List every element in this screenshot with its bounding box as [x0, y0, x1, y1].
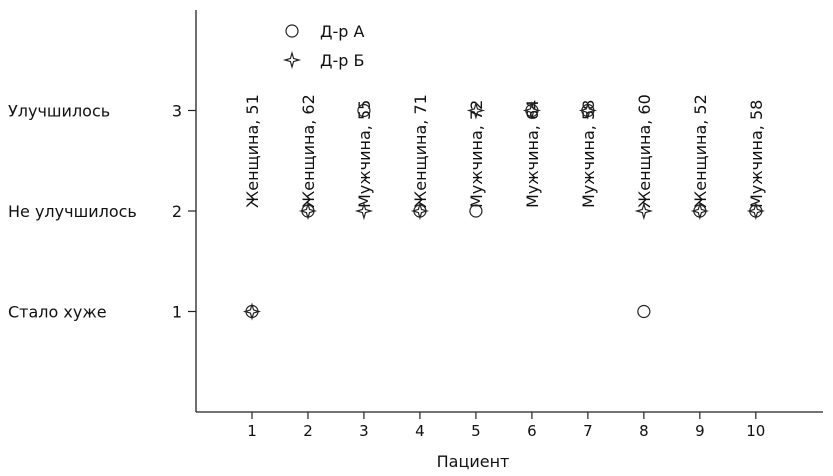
point-circle-marker — [469, 204, 483, 218]
x-ticks: 1 2 3 4 5 6 7 8 9 10 — [247, 412, 765, 440]
point-star-marker — [578, 101, 598, 120]
y-tick-label: 1 — [172, 303, 182, 322]
x-tick-label: 2 — [303, 422, 313, 440]
legend-item: Д-р Б — [282, 50, 365, 70]
x-axis-label: Пациент — [437, 452, 510, 471]
x-tick-label: 10 — [746, 422, 765, 440]
y-tick-label: 3 — [172, 102, 182, 121]
point-star-marker — [298, 201, 318, 221]
patient-labels: Женщина, 51 Женщина, 62 Мужчина, 55 Женщина… — [243, 94, 766, 208]
data-markers — [242, 101, 765, 321]
point-star-marker — [354, 201, 374, 221]
patient-label: Мужчина, 72 — [467, 100, 486, 208]
x-tick-label: 4 — [415, 422, 425, 440]
point-star-marker — [466, 101, 486, 120]
legend-label: Д-р Б — [320, 51, 365, 70]
patient-label: Женщина, 52 — [691, 94, 710, 208]
patient-label: Женщина, 51 — [243, 94, 262, 208]
legend-item: Д-р А — [285, 22, 365, 41]
patient-label: Женщина, 62 — [299, 94, 318, 208]
legend-star-marker — [282, 50, 302, 70]
x-tick-label: 8 — [639, 422, 649, 440]
point-circle-marker — [357, 103, 371, 118]
y-ticks: 1 Стало хуже 2 Не улучшилось 3 Улучшилось — [8, 102, 196, 322]
x-tick-label: 7 — [583, 422, 593, 440]
x-tick-label: 5 — [471, 422, 481, 440]
x-tick-label: 1 — [247, 422, 257, 440]
x-tick-label: 3 — [359, 422, 369, 440]
point-star-marker — [410, 201, 430, 221]
y-category-label: Не улучшилось — [8, 202, 137, 221]
legend-circle-marker — [285, 24, 299, 38]
x-tick-label: 9 — [695, 422, 705, 440]
y-category-label: Улучшилось — [8, 102, 110, 121]
patient-label: Мужчина, 58 — [747, 100, 766, 208]
legend-label: Д-р А — [320, 22, 365, 41]
axes — [195, 10, 823, 413]
patient-label: Мужчина, 64 — [523, 100, 542, 208]
point-star-marker — [746, 201, 765, 221]
y-tick-label: 2 — [172, 202, 182, 221]
patient-label: Мужчина, 58 — [579, 100, 598, 208]
x-tick-label: 6 — [527, 422, 537, 440]
y-category-label: Стало хуже — [8, 303, 107, 322]
patient-label: Женщина, 60 — [635, 94, 654, 208]
point-circle-marker — [637, 304, 651, 319]
point-circle-marker — [245, 304, 259, 319]
point-star-marker — [634, 201, 654, 221]
point-star-marker — [242, 302, 262, 321]
legend: Д-р А Д-р Б — [282, 22, 365, 70]
point-star-marker — [690, 201, 710, 221]
patient-label: Мужчина, 55 — [355, 100, 374, 208]
point-star-marker — [522, 101, 542, 120]
patient-label: Женщина, 71 — [411, 94, 430, 208]
